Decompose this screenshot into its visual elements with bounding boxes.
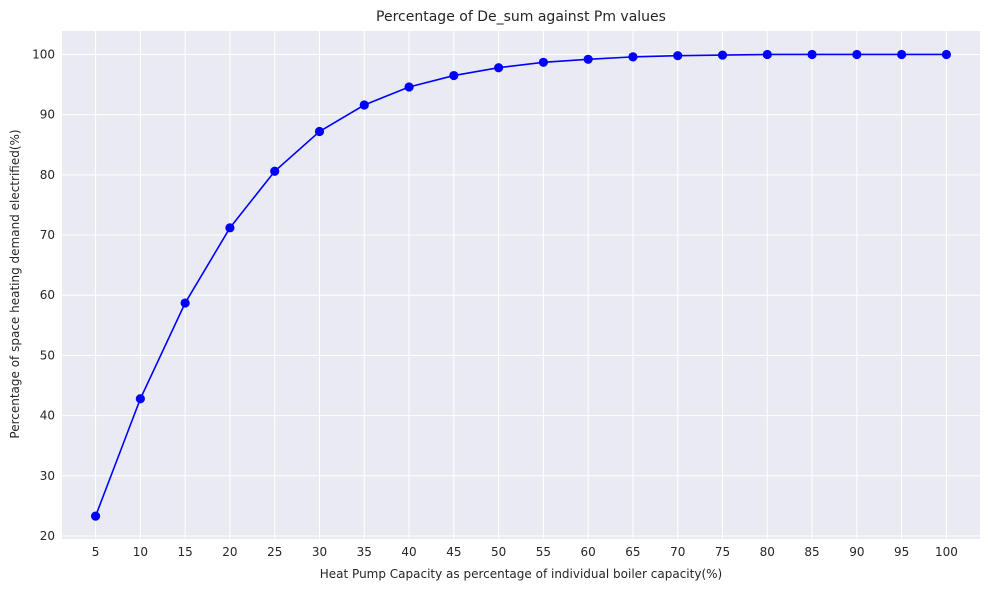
data-point <box>852 49 862 60</box>
x-tick-label: 45 <box>446 545 461 559</box>
data-point <box>404 82 414 92</box>
x-tick-label: 95 <box>894 545 909 559</box>
chart-title: Percentage of De_sum against Pm values <box>376 9 666 25</box>
x-tick-label: 75 <box>715 545 730 559</box>
x-tick-label: 40 <box>401 545 416 559</box>
x-tick-label: 20 <box>222 545 237 559</box>
x-tick-label: 15 <box>178 545 193 559</box>
data-point <box>270 166 280 176</box>
x-tick-label: 90 <box>849 545 864 559</box>
x-tick-label: 25 <box>267 545 282 559</box>
data-points <box>90 49 952 521</box>
x-tick-label: 80 <box>760 545 775 559</box>
x-tick-label: 10 <box>133 545 148 559</box>
x-tick-label: 70 <box>670 545 685 559</box>
data-point <box>494 63 504 73</box>
data-point <box>314 126 325 137</box>
x-tick-label: 5 <box>92 545 100 559</box>
x-tick-label: 65 <box>625 545 640 559</box>
y-tick-label: 70 <box>40 228 55 242</box>
data-point <box>180 298 190 308</box>
data-point <box>135 394 145 404</box>
data-point <box>897 49 907 60</box>
y-tick-label: 30 <box>40 469 55 483</box>
x-tick-label: 50 <box>491 545 506 559</box>
y-tick-label: 100 <box>32 47 55 61</box>
data-point <box>583 54 593 64</box>
y-tick-label: 40 <box>40 409 55 423</box>
x-tick-label: 35 <box>357 545 372 559</box>
series-line <box>94 53 947 517</box>
data-point <box>359 100 369 110</box>
x-axis-label: Heat Pump Capacity as percentage of indi… <box>320 567 722 581</box>
y-tick-label: 80 <box>40 168 55 182</box>
data-point <box>90 511 101 521</box>
data-point <box>807 49 817 60</box>
y-tick-label: 50 <box>40 348 55 362</box>
plot-area <box>62 31 980 539</box>
x-tick-label: 60 <box>581 545 596 559</box>
y-tick-labels: 20 30 40 50 60 70 80 90 100 <box>32 47 55 543</box>
y-tick-label: 20 <box>40 529 55 543</box>
data-point <box>673 51 683 61</box>
x-tick-label: 85 <box>804 545 819 559</box>
data-point <box>717 50 728 60</box>
data-point <box>628 52 638 62</box>
data-point <box>762 49 772 60</box>
data-point <box>225 223 235 233</box>
y-tick-label: 60 <box>40 288 55 302</box>
x-tick-labels: 5 10 15 20 25 30 35 40 45 50 55 60 65 70 75 80 85 90 95 100 <box>92 545 958 559</box>
y-tick-label: 90 <box>40 108 55 122</box>
x-tick-label: 100 <box>935 545 958 559</box>
data-point <box>941 49 952 60</box>
x-tick-label: 55 <box>536 545 551 559</box>
x-tick-label: 30 <box>312 545 327 559</box>
y-axis-label: Percentage of space heating demand elect… <box>8 129 22 438</box>
data-point <box>449 70 459 81</box>
data-point <box>538 57 548 67</box>
